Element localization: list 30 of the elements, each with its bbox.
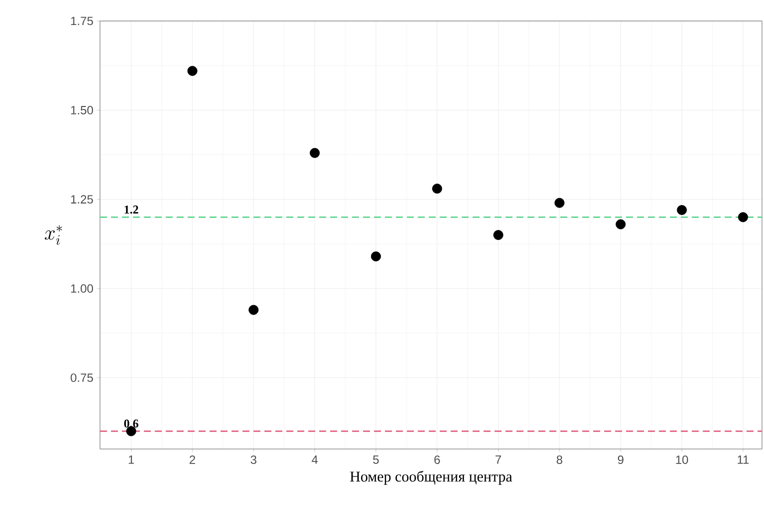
y-tick-label: 1.00 <box>71 284 94 293</box>
point <box>310 148 320 158</box>
point <box>187 66 198 76</box>
point <box>370 251 381 262</box>
point <box>554 198 564 208</box>
ref-line-label: 1.2 <box>124 206 138 214</box>
point <box>676 205 687 216</box>
y-tick-label: 1.75 <box>71 16 93 26</box>
x-axis-title: Номер сообщения центра <box>350 470 512 485</box>
y-axis-title: $x_i^*$ <box>44 225 62 245</box>
y-tick-label: 0.75 <box>70 373 93 382</box>
x-tick-label: 10 <box>676 456 688 464</box>
x-tick-label: 11 <box>738 456 749 464</box>
x-tick-label: 7 <box>496 456 502 464</box>
point <box>493 230 504 240</box>
x-tick-label: 2 <box>190 456 196 464</box>
x-tick-label: 9 <box>618 456 624 464</box>
x-tick-label: 3 <box>250 456 256 464</box>
point <box>738 212 748 222</box>
x-tick-label: 6 <box>434 456 440 464</box>
point <box>616 219 626 230</box>
point <box>432 184 442 194</box>
y-tick-label: 1.50 <box>71 106 94 114</box>
ref-line-label: 0.6 <box>124 420 138 428</box>
x-tick-label: 4 <box>312 456 318 464</box>
x-tick-label: 8 <box>556 456 562 464</box>
x-tick-label: 5 <box>373 456 379 464</box>
point <box>248 304 259 315</box>
y-tick-label: 1.25 <box>71 195 93 204</box>
x-tick-label: 1 <box>128 456 134 464</box>
